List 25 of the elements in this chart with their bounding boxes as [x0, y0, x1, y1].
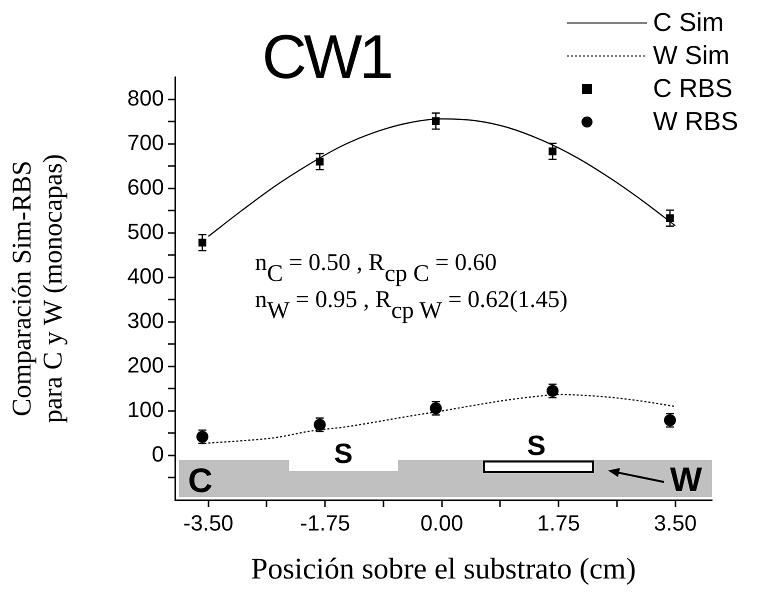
legend-label: C RBS	[653, 73, 734, 104]
y-tick-label: 100	[127, 397, 164, 422]
x-tick-label: -3.50	[183, 510, 234, 536]
x-tick-label: -1.75	[300, 510, 350, 536]
y-tick-label: 400	[127, 263, 164, 288]
y-tick-label: 700	[127, 130, 164, 155]
y-tick-label: 800	[127, 85, 164, 110]
x-tick-label: 1.75	[537, 510, 580, 536]
annotation: C	[188, 462, 213, 500]
y-tick-label: 200	[127, 352, 164, 378]
x-tick-label: 0.00	[420, 510, 464, 536]
legend-label: W Sim	[653, 40, 731, 71]
annotation: S	[527, 430, 546, 461]
chart-title: CW1	[262, 22, 391, 93]
annotation: S	[334, 438, 353, 469]
y-tick-label: 0	[152, 442, 164, 467]
y-axis-title: Comparación Sim-RBS para C y W (monocapas)	[6, 154, 68, 423]
y-tick-label: 600	[127, 174, 164, 200]
legend-label: W RBS	[653, 106, 740, 137]
annotation: W	[670, 461, 702, 499]
x-tick-label: 3.50	[654, 510, 697, 536]
y-tick-label: 500	[127, 218, 164, 244]
legend-label: C Sim	[653, 7, 725, 38]
y-tick-label: 300	[127, 308, 164, 333]
x-axis-title: Posición sobre el substrato (cm)	[251, 552, 636, 586]
